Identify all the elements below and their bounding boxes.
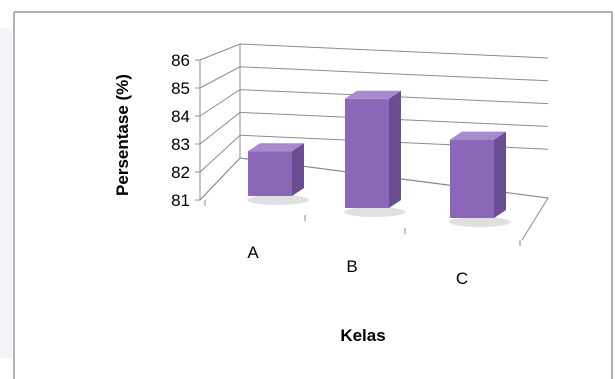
y-tick-label: 85	[171, 79, 190, 98]
bar-side	[494, 131, 506, 218]
bar-front	[248, 151, 292, 196]
y-axis-label: Persentase (%)	[113, 74, 132, 196]
gridline	[199, 111, 549, 145]
gridline	[199, 157, 549, 201]
chart-frame	[13, 11, 613, 379]
bar-top	[345, 90, 401, 99]
bar-shadow	[449, 217, 511, 227]
y-tick-label: 82	[171, 163, 190, 182]
bar-A	[247, 143, 309, 205]
y-tick-label: 83	[171, 135, 190, 154]
bar-top	[248, 143, 304, 152]
y-axis-ticks: 81 82 83 84 85 86	[171, 51, 200, 210]
gridlines	[199, 43, 549, 201]
bar-side	[292, 143, 304, 196]
gridline	[199, 43, 549, 61]
x-tick-label: B	[346, 257, 357, 276]
x-tick-label: C	[456, 269, 468, 288]
y-tick-label: 81	[171, 191, 190, 210]
bar-front	[450, 139, 494, 218]
x-tick-label: A	[247, 243, 259, 262]
bar-shadow	[247, 195, 309, 205]
gridline	[199, 134, 549, 173]
left-edge-strip	[0, 28, 12, 358]
gridline	[199, 89, 549, 117]
bar-shadow	[344, 207, 406, 217]
gridline	[199, 66, 549, 89]
x-axis-ticks: A B C	[204, 200, 521, 288]
x-axis-label: Kelas	[340, 326, 385, 345]
bar-C	[449, 131, 511, 227]
bar-top	[450, 131, 506, 140]
bars	[247, 90, 511, 227]
bar-side	[389, 90, 401, 208]
bar-front	[345, 98, 389, 208]
y-tick-label: 86	[171, 51, 190, 70]
bar-B	[344, 90, 406, 217]
y-tick-label: 84	[171, 107, 190, 126]
